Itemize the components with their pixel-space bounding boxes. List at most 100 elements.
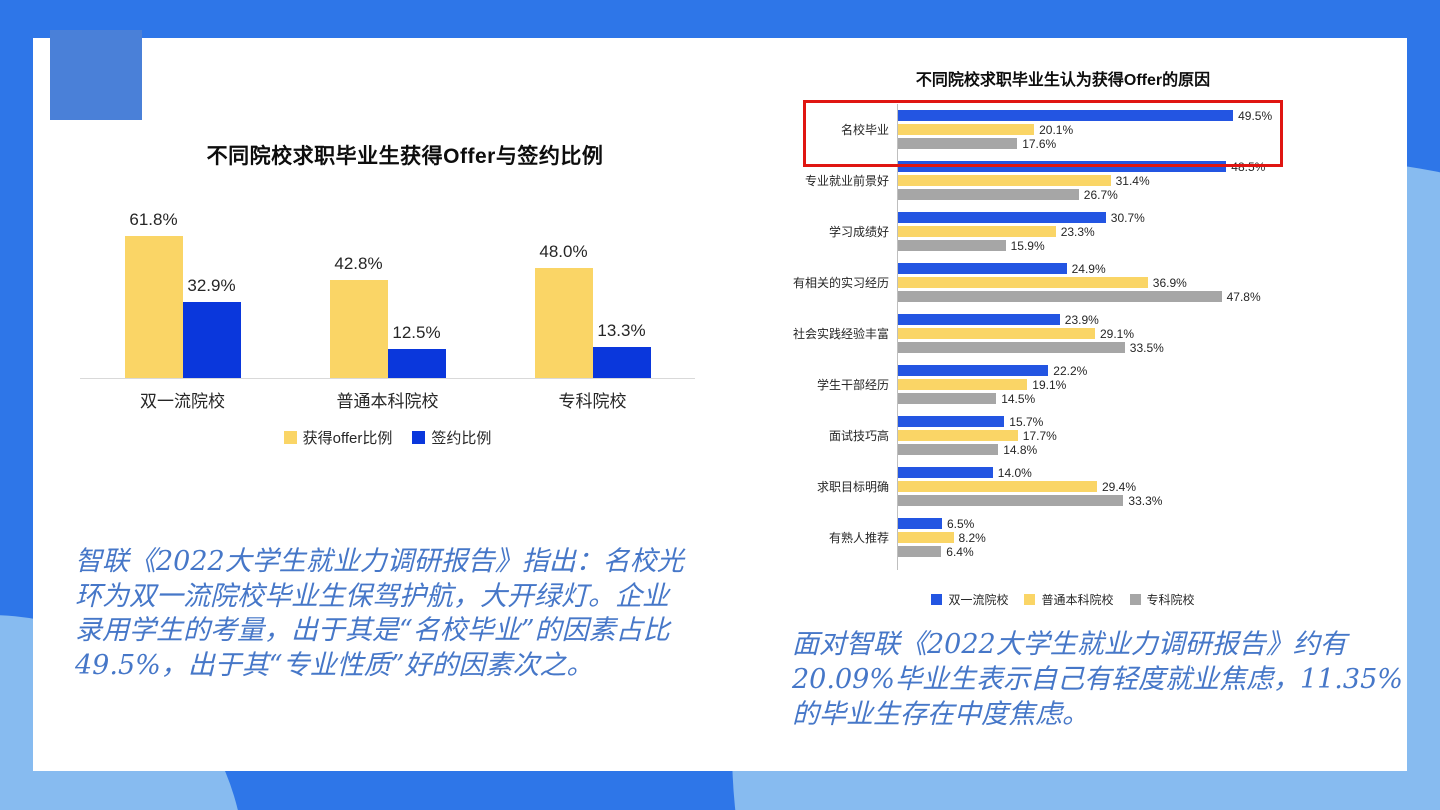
bar-line: 8.2% — [898, 531, 986, 545]
bar-line: 17.7% — [898, 428, 1057, 443]
bar — [898, 277, 1148, 288]
value-label: 13.3% — [597, 321, 646, 341]
value-label: 22.2% — [1053, 363, 1088, 378]
bar — [898, 175, 1111, 186]
bar-line: 33.3% — [898, 493, 1163, 508]
bar-group: 49.5% 20.1% 17.6% — [898, 109, 1272, 151]
bar — [898, 291, 1222, 302]
bar — [898, 546, 942, 557]
category-label: 学习成绩好 — [828, 225, 889, 239]
value-label: 33.5% — [1129, 340, 1164, 355]
bar-group: 48.5% 31.4% 26.7% — [898, 159, 1266, 202]
category-label: 学生干部经历 — [816, 378, 889, 392]
bar-column: 42.8% — [329, 253, 388, 378]
bar — [898, 226, 1056, 237]
bar-line: 14.0% — [898, 465, 1162, 480]
category-label: 求职目标明确 — [816, 480, 889, 494]
bar — [898, 263, 1067, 274]
bar — [898, 110, 1234, 121]
left-chart-legend: 获得offer比例 签约比例 — [80, 427, 695, 448]
bar-line: 33.5% — [898, 340, 1164, 355]
value-label: 30.7% — [1110, 210, 1145, 225]
category-label: 双一流院校 — [140, 392, 225, 411]
left-chart-categories: 双一流院校 普通本科院校 专科院校 — [80, 387, 695, 412]
bar-line: 23.9% — [898, 312, 1164, 327]
category-label: 专科院校 — [558, 392, 627, 411]
legend-swatch — [1024, 594, 1036, 605]
bar-row-group: 学生干部经历 22.2% 19.1% 14.5% — [785, 359, 1385, 410]
bar-line: 23.3% — [898, 224, 1145, 239]
value-label: 19.1% — [1032, 377, 1067, 392]
legend-label: 普通本科院校 — [1041, 593, 1114, 607]
value-label: 36.9% — [1152, 275, 1187, 290]
legend-label: 签约比例 — [431, 430, 492, 447]
bar — [898, 212, 1106, 223]
bar-line: 30.7% — [898, 210, 1145, 225]
bar-group: 14.0% 29.4% 33.3% — [898, 465, 1163, 508]
legend-item: 签约比例 — [412, 427, 491, 448]
bar-line: 29.4% — [898, 479, 1162, 494]
bar — [898, 124, 1035, 135]
value-label: 20.1% — [1039, 122, 1074, 137]
value-label: 29.4% — [1102, 479, 1137, 494]
legend-swatch — [931, 594, 943, 605]
bar-line: 36.9% — [898, 275, 1261, 290]
bar-line: 14.5% — [898, 391, 1087, 406]
bar-line: 20.1% — [898, 122, 1272, 137]
bar — [182, 302, 241, 378]
bar — [898, 342, 1125, 353]
bar-group: 30.7% 23.3% 15.9% — [898, 210, 1145, 253]
bar-line: 15.7% — [898, 414, 1057, 429]
left-chart-title: 不同院校求职毕业生获得Offer与签约比例 — [206, 145, 604, 168]
content-panel — [33, 38, 1407, 771]
value-label: 6.5% — [947, 516, 975, 531]
value-label: 14.5% — [1001, 391, 1036, 406]
bar-column: 13.3% — [592, 321, 651, 378]
value-label: 31.4% — [1115, 173, 1150, 188]
bar-row-group: 名校毕业 49.5% 20.1% 17.6% — [785, 104, 1385, 155]
note-right: 面对智联《2022大学生就业力调研报告》约有20.09%毕业生表示自己有轻度就业… — [792, 629, 1403, 730]
value-label: 23.3% — [1060, 224, 1095, 239]
note-left: 智联《2022大学生就业力调研报告》指出：名校光环为双一流院校毕业生保驾护航，大… — [75, 546, 684, 681]
right-chart-axis-line — [897, 104, 898, 570]
value-label: 26.7% — [1083, 187, 1118, 202]
legend-item: 获得offer比例 — [283, 427, 393, 448]
bar — [898, 189, 1079, 200]
value-label: 17.7% — [1022, 428, 1057, 443]
value-label: 61.8% — [129, 209, 178, 229]
bar-row-group: 学习成绩好 30.7% 23.3% 15.9% — [785, 206, 1385, 257]
bar-row-group: 专业就业前景好 48.5% 31.4% 26.7% — [785, 155, 1385, 206]
legend-label: 双一流院校 — [948, 593, 1009, 607]
value-label: 48.5% — [1231, 159, 1266, 174]
bar — [898, 138, 1018, 149]
value-label: 32.9% — [187, 276, 236, 296]
right-chart-rows: 名校毕业 49.5% 20.1% 17.6% 专业就业前景好 48.5% 31.4% 26.7… — [785, 104, 1385, 563]
legend-item: 专科院校 — [1129, 591, 1195, 608]
bar-row-group: 求职目标明确 14.0% 29.4% 33.3% — [785, 461, 1385, 512]
right-chart-legend: 双一流院校 普通本科院校 专科院校 — [813, 591, 1313, 608]
legend-swatch — [1129, 594, 1141, 605]
value-label: 33.3% — [1128, 493, 1163, 508]
bar — [898, 161, 1227, 172]
category-label: 社会实践经验丰富 — [792, 327, 889, 341]
category-label: 普通本科院校 — [336, 392, 439, 411]
bar-column: 32.9% — [182, 276, 241, 378]
value-label: 24.9% — [1071, 261, 1106, 276]
bar — [329, 279, 388, 378]
bar-column: 12.5% — [387, 323, 446, 378]
value-label: 14.0% — [997, 465, 1032, 480]
bar — [592, 347, 651, 378]
value-label: 47.8% — [1226, 289, 1261, 304]
bar-row-group: 有相关的实习经历 24.9% 36.9% 47.8% — [785, 257, 1385, 308]
value-label: 15.7% — [1009, 414, 1044, 429]
bar — [898, 314, 1060, 325]
bar-line: 17.6% — [898, 137, 1272, 151]
bar-group: 6.5% 8.2% 6.4% — [898, 516, 986, 559]
category-label: 有相关的实习经历 — [792, 276, 889, 290]
bar — [898, 444, 999, 455]
bar — [898, 416, 1005, 427]
value-label: 23.9% — [1064, 312, 1099, 327]
legend-label: 获得offer比例 — [302, 430, 393, 447]
value-label: 42.8% — [334, 253, 383, 273]
bar-column: 61.8% — [124, 209, 183, 378]
